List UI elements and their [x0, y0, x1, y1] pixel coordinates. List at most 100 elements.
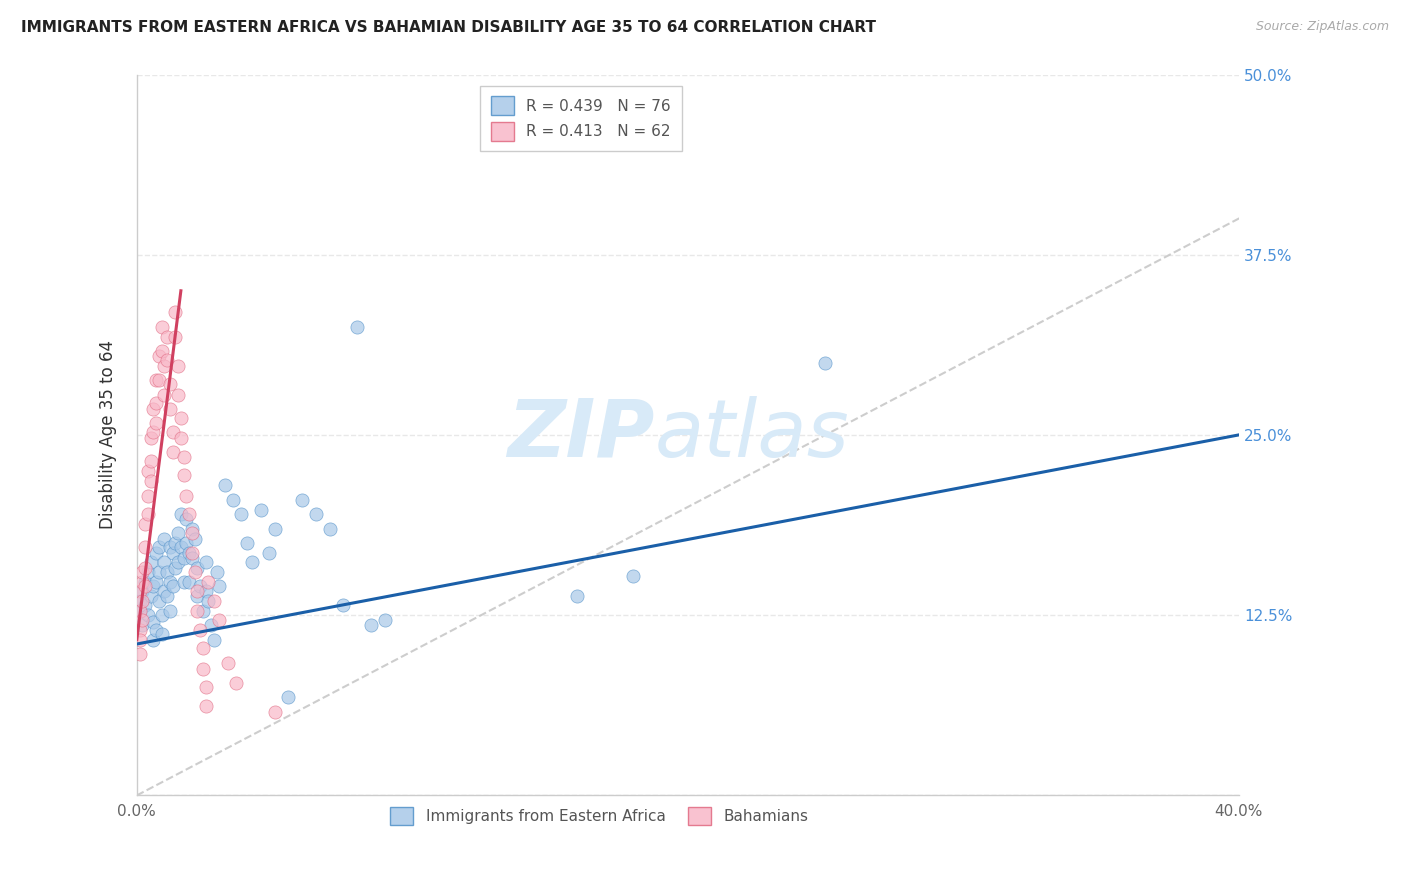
Point — [263, 705, 285, 719]
Point — [318, 522, 340, 536]
Point — [131, 565, 153, 579]
Point — [142, 402, 165, 417]
Point — [173, 550, 195, 565]
Point — [128, 623, 150, 637]
Point — [170, 508, 193, 522]
Point — [134, 517, 156, 532]
Point — [136, 565, 159, 579]
Point — [139, 454, 162, 468]
Point — [150, 608, 173, 623]
Point — [128, 604, 150, 618]
Point — [134, 574, 156, 589]
Point — [346, 319, 368, 334]
Point — [183, 532, 205, 546]
Point — [142, 615, 165, 630]
Point — [191, 641, 214, 656]
Point — [167, 359, 190, 373]
Point — [145, 574, 167, 589]
Legend: Immigrants from Eastern Africa, Bahamians: Immigrants from Eastern Africa, Bahamian… — [381, 797, 818, 835]
Point — [153, 387, 176, 401]
Point — [145, 417, 167, 431]
Point — [236, 536, 259, 550]
Point — [179, 546, 201, 560]
Point — [179, 574, 201, 589]
Point — [162, 445, 184, 459]
Point — [139, 555, 162, 569]
Point — [176, 536, 198, 550]
Point — [191, 604, 214, 618]
Point — [139, 590, 162, 604]
Point — [145, 396, 167, 410]
Point — [148, 373, 170, 387]
Point — [150, 627, 173, 641]
Point — [156, 330, 179, 344]
Point — [186, 604, 208, 618]
Point — [165, 560, 187, 574]
Point — [183, 565, 205, 579]
Point — [173, 450, 195, 464]
Point — [150, 344, 173, 359]
Point — [162, 579, 184, 593]
Point — [159, 377, 181, 392]
Point — [167, 387, 190, 401]
Point — [139, 474, 162, 488]
Point — [162, 546, 184, 560]
Point — [139, 431, 162, 445]
Point — [162, 425, 184, 439]
Point — [156, 565, 179, 579]
Point — [136, 489, 159, 503]
Point — [145, 373, 167, 387]
Point — [214, 478, 236, 492]
Point — [257, 546, 280, 560]
Point — [170, 431, 193, 445]
Point — [165, 536, 187, 550]
Point — [145, 546, 167, 560]
Text: atlas: atlas — [655, 396, 849, 474]
Point — [242, 555, 264, 569]
Text: Source: ZipAtlas.com: Source: ZipAtlas.com — [1256, 20, 1389, 33]
Point — [360, 618, 382, 632]
Point — [188, 623, 211, 637]
Point — [217, 656, 239, 670]
Point — [131, 613, 153, 627]
Point — [208, 613, 231, 627]
Point — [202, 593, 225, 607]
Text: ZIP: ZIP — [508, 396, 655, 474]
Point — [222, 492, 245, 507]
Point — [173, 574, 195, 589]
Point — [145, 623, 167, 637]
Point — [128, 647, 150, 661]
Point — [186, 560, 208, 574]
Point — [142, 579, 165, 593]
Point — [205, 565, 228, 579]
Point — [159, 604, 181, 618]
Point — [180, 522, 202, 536]
Point — [180, 546, 202, 560]
Point — [194, 555, 217, 569]
Point — [180, 526, 202, 541]
Point — [150, 319, 173, 334]
Text: IMMIGRANTS FROM EASTERN AFRICA VS BAHAMIAN DISABILITY AGE 35 TO 64 CORRELATION C: IMMIGRANTS FROM EASTERN AFRICA VS BAHAMI… — [21, 20, 876, 35]
Point — [134, 579, 156, 593]
Point — [165, 330, 187, 344]
Point — [134, 560, 156, 574]
Point — [176, 511, 198, 525]
Point — [186, 590, 208, 604]
Point — [128, 632, 150, 647]
Point — [128, 593, 150, 607]
Point — [153, 532, 176, 546]
Point — [134, 541, 156, 555]
Point — [159, 541, 181, 555]
Point — [148, 565, 170, 579]
Point — [153, 583, 176, 598]
Y-axis label: Disability Age 35 to 64: Disability Age 35 to 64 — [100, 341, 117, 530]
Point — [194, 680, 217, 694]
Point — [197, 574, 219, 589]
Point — [621, 569, 644, 583]
Point — [191, 661, 214, 675]
Point — [131, 583, 153, 598]
Point — [131, 574, 153, 589]
Point — [156, 590, 179, 604]
Point — [156, 353, 179, 368]
Point — [142, 425, 165, 439]
